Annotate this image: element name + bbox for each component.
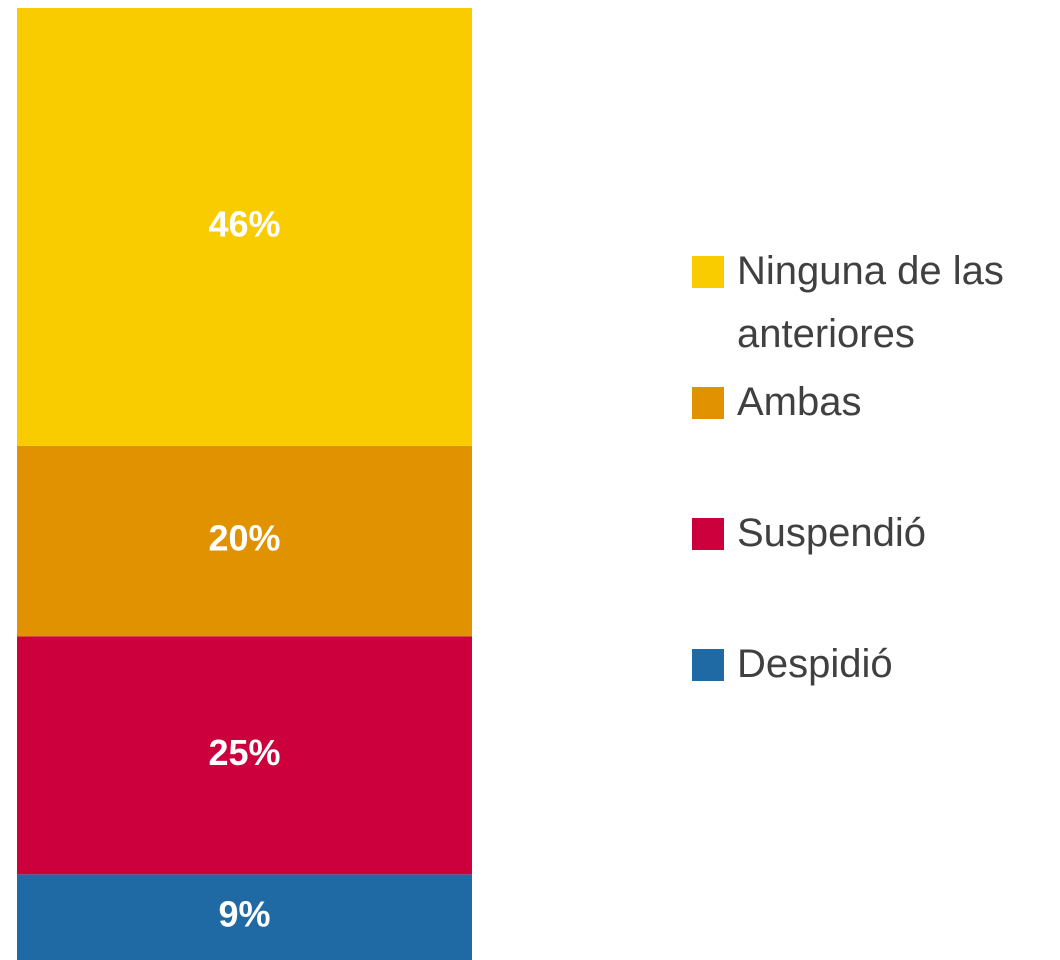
- legend-swatch: [692, 387, 724, 419]
- bar-segment: [17, 445, 472, 637]
- legend-item: Suspendió: [692, 502, 1060, 565]
- data-label: 25%: [208, 732, 280, 773]
- bar-segment: [17, 636, 472, 875]
- data-label: 9%: [218, 894, 270, 935]
- legend-swatch: [692, 649, 724, 681]
- legend-label: Ninguna de las anteriores: [737, 249, 1004, 356]
- legend-item: Ambas: [692, 371, 1060, 434]
- legend-item: Despidió: [692, 633, 1060, 696]
- data-label: 20%: [208, 518, 280, 559]
- legend-label: Suspendió: [737, 511, 927, 555]
- legend-label: Ambas: [737, 380, 862, 424]
- bar-segment: [17, 8, 472, 446]
- legend-swatch: [692, 518, 724, 550]
- bar-segment: [17, 874, 472, 960]
- legend-label: Despidió: [737, 642, 893, 686]
- legend-item: Ninguna de las anteriores: [692, 240, 1060, 366]
- legend-swatch: [692, 256, 724, 288]
- data-label: 46%: [208, 203, 280, 244]
